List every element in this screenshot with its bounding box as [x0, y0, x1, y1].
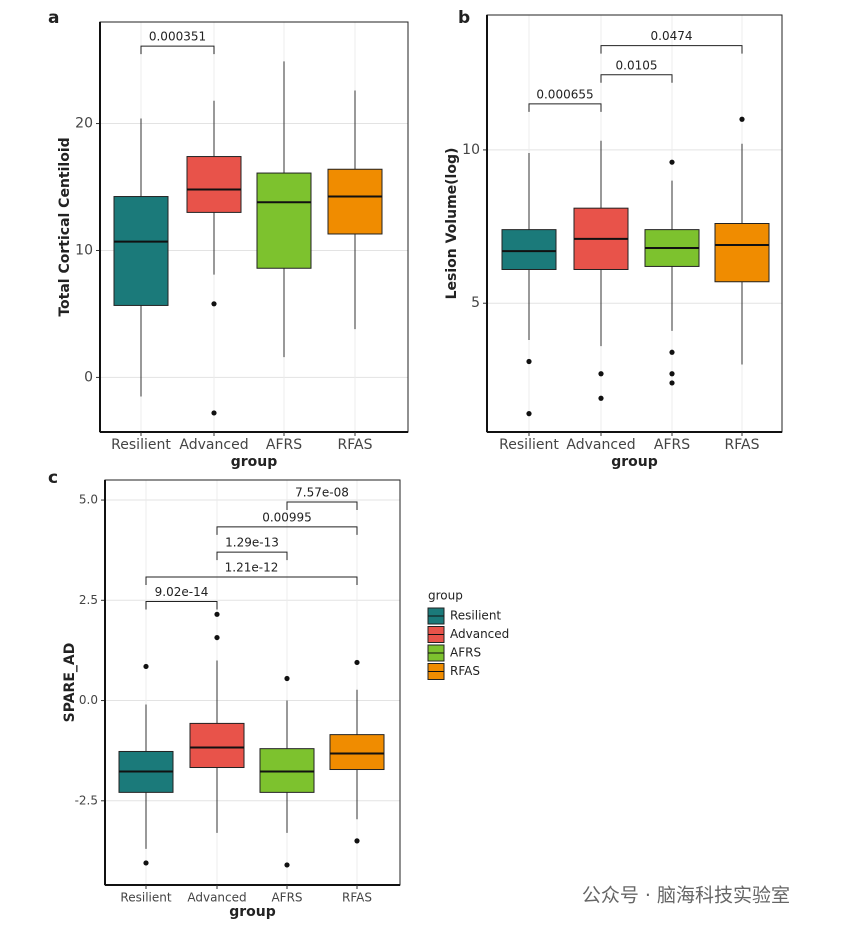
panel-label: c — [48, 468, 58, 488]
x-tick-label: Advanced — [187, 891, 246, 905]
x-tick-label: Resilient — [111, 437, 171, 453]
box — [259, 748, 315, 793]
significance-bracket — [145, 601, 218, 610]
significance-label: 0.00995 — [262, 510, 312, 524]
box — [714, 223, 770, 283]
y-tick-label: -2.5 — [75, 793, 98, 807]
y-axis-title: SPARE_AD — [62, 643, 78, 723]
outlier — [354, 659, 360, 666]
outlier — [669, 380, 675, 386]
significance-label: 0.000351 — [149, 30, 206, 44]
significance-bracket — [600, 45, 743, 54]
x-tick-label: AFRS — [654, 437, 690, 453]
outlier — [669, 159, 675, 165]
y-tick-label: 20 — [75, 116, 93, 132]
outlier — [284, 862, 290, 868]
y-axis-title: Total Cortical Centiloid — [57, 137, 73, 316]
outlier — [526, 358, 532, 365]
significance-bracket — [600, 74, 673, 83]
plot-background — [105, 480, 400, 885]
outlier — [214, 634, 220, 641]
outlier — [143, 860, 149, 866]
significance-bracket — [216, 526, 358, 535]
significance-label: 9.02e-14 — [155, 585, 209, 599]
box — [327, 168, 383, 235]
y-tick-label: 2.5 — [79, 593, 98, 607]
legend-label: Resilient — [450, 609, 501, 623]
box — [189, 722, 245, 769]
y-tick-label: 5.0 — [79, 493, 98, 507]
legend-label: Advanced — [450, 627, 509, 641]
y-axis-title: Lesion Volume(log) — [444, 148, 460, 300]
legend-label: RFAS — [450, 664, 480, 678]
x-axis-title: group — [611, 454, 658, 470]
y-tick-label: 0 — [84, 369, 93, 385]
significance-bracket — [216, 551, 288, 561]
significance-label: 0.0105 — [616, 58, 658, 72]
box — [501, 229, 557, 270]
panel-label: a — [48, 8, 59, 28]
y-tick-label: 0.0 — [79, 693, 98, 707]
box — [113, 196, 169, 306]
x-axis-title: group — [231, 454, 278, 470]
x-tick-label: AFRS — [271, 891, 302, 905]
significance-bracket — [286, 501, 358, 511]
outlier — [284, 675, 290, 682]
x-tick-label: AFRS — [266, 437, 302, 453]
x-tick-label: RFAS — [342, 891, 372, 905]
outlier — [354, 838, 360, 844]
y-tick-label: 10 — [75, 242, 93, 258]
box — [256, 172, 312, 269]
outlier — [211, 301, 217, 307]
x-tick-label: Advanced — [566, 437, 635, 453]
outlier — [143, 663, 149, 670]
legend-title: group — [428, 589, 463, 603]
x-tick-label: Resilient — [499, 437, 559, 453]
significance-label: 1.29e-13 — [225, 536, 279, 550]
x-tick-label: RFAS — [725, 437, 760, 453]
x-tick-label: Resilient — [120, 891, 171, 905]
watermark: 公众号 · 脑海科技实验室 — [582, 885, 790, 907]
significance-bracket — [140, 45, 215, 55]
outlier — [214, 611, 220, 617]
significance-label: 0.0474 — [651, 29, 693, 43]
outlier — [598, 371, 604, 377]
outlier — [669, 371, 675, 377]
significance-label: 0.000655 — [536, 87, 593, 101]
x-axis-title: group — [229, 904, 276, 920]
legend-label: AFRS — [450, 646, 481, 660]
outlier — [211, 410, 217, 416]
y-tick-label: 10 — [462, 142, 480, 158]
outlier — [526, 411, 532, 417]
outlier — [598, 395, 604, 401]
box — [186, 156, 242, 213]
significance-label: 1.21e-12 — [225, 561, 279, 575]
x-tick-label: RFAS — [338, 437, 373, 453]
x-tick-label: Advanced — [179, 437, 248, 453]
y-tick-label: 5 — [471, 295, 480, 311]
significance-label: 7.57e-08 — [295, 486, 349, 500]
outlier — [739, 116, 745, 122]
significance-bracket — [145, 576, 358, 586]
panel-label: b — [458, 8, 470, 28]
box — [329, 734, 385, 771]
significance-bracket — [528, 103, 602, 112]
outlier — [669, 349, 675, 355]
